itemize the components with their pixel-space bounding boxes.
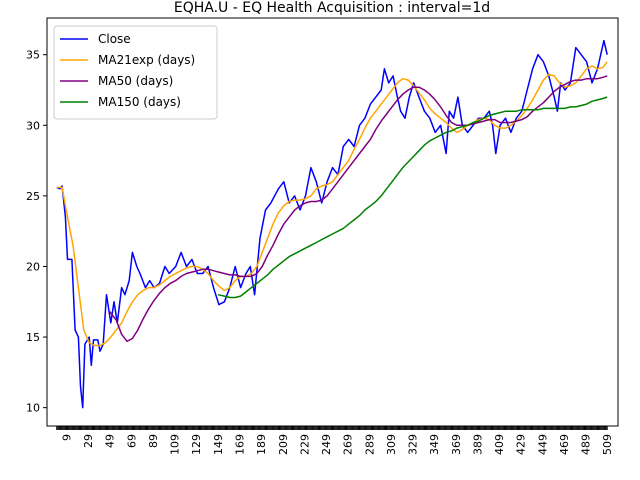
x-tick-label: 249 [320,434,333,455]
x-tick-label: 209 [277,434,290,455]
x-tick-label: 349 [428,434,441,455]
x-tick-label: 89 [147,434,160,448]
x-tick-label: 29 [82,434,95,448]
x-tick-label: 229 [298,434,311,455]
x-axis: 9 29 49 69 89 109 129 149 169 189 209 229 249 269 289 3… [56,426,614,455]
x-tick-label: 389 [471,434,484,455]
x-tick-label: 269 [342,434,355,455]
x-tick-label: 49 [104,434,117,448]
x-tick-label: 109 [169,434,182,455]
x-tick-label: 9 [61,434,74,441]
y-tick-label: 25 [26,190,40,203]
y-axis: 10 15 20 25 30 35 [26,49,47,415]
legend-box [53,25,218,120]
series-line-ma50-days [109,75,608,343]
x-tick-label: 129 [190,434,203,455]
y-tick-label: 15 [26,331,40,344]
x-tick-label: 429 [515,434,528,455]
legend-label: MA21exp (days) [98,53,195,67]
x-tick-label: 369 [450,434,463,455]
x-tick-label: 289 [363,434,376,455]
chart-title: EQHA.U - EQ Health Acquisition : interva… [174,0,490,16]
x-tick-label: 409 [493,434,506,455]
x-tick-label: 189 [255,434,268,455]
legend: Close MA21exp (days) MA50 (days) MA150 (day… [53,25,218,120]
x-tick-label: 469 [558,434,571,455]
x-tick-label: 509 [601,434,614,455]
x-tick-label: 169 [234,434,247,455]
y-tick-label: 10 [26,402,40,415]
legend-label: MA150 (days) [98,95,181,109]
x-tick-label: 329 [407,434,420,455]
y-tick-label: 35 [26,49,40,62]
y-tick-label: 20 [26,260,40,273]
x-tick-label: 149 [212,434,225,455]
x-tick-label: 449 [536,434,549,455]
legend-label: MA50 (days) [98,74,173,88]
series-line-ma150-days [217,96,608,299]
x-tick-label: 69 [125,434,138,448]
y-tick-label: 30 [26,119,40,132]
plot-frame [46,17,619,427]
legend-label: Close [98,32,131,46]
series-layer [56,39,608,409]
x-tick-label: 489 [580,434,593,455]
series-line-close [56,39,608,409]
x-tick-label: 309 [385,434,398,455]
